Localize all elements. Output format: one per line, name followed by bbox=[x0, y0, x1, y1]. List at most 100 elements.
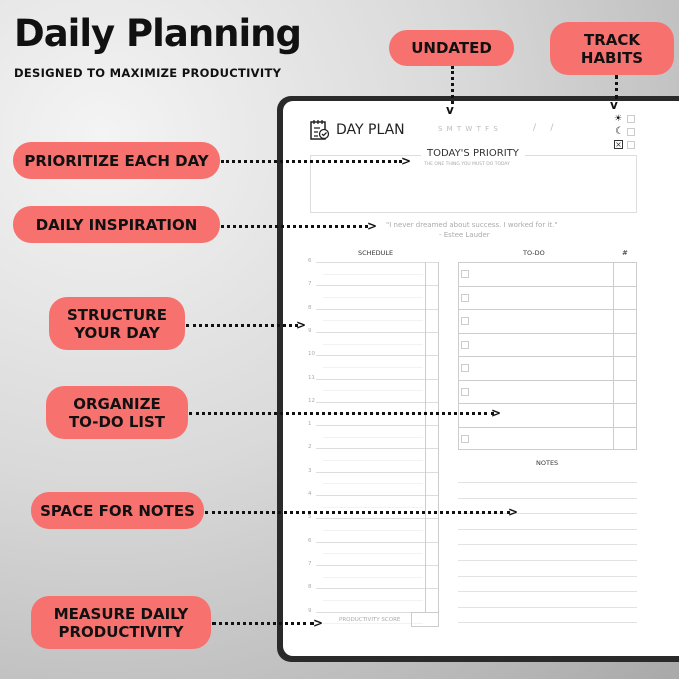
notes-line bbox=[458, 528, 637, 530]
schedule-label: SCHEDULE bbox=[358, 249, 394, 257]
arrow-icon: > bbox=[401, 154, 412, 168]
count-label: # bbox=[622, 249, 628, 257]
hour-label: 9 bbox=[308, 327, 312, 334]
schedule-line[interactable] bbox=[316, 308, 438, 310]
todo-checkbox[interactable] bbox=[461, 364, 469, 372]
notes-line bbox=[458, 606, 637, 608]
quote: "I never dreamed about success. I worked… bbox=[386, 221, 558, 229]
x-box-icon: × bbox=[614, 140, 623, 149]
todo-row bbox=[458, 356, 637, 357]
hour-label: 7 bbox=[308, 281, 312, 288]
notes-line bbox=[458, 497, 637, 499]
notes-line bbox=[458, 591, 637, 593]
notes-line bbox=[458, 575, 637, 577]
callout-undated: UNDATED bbox=[389, 30, 514, 66]
weekday-selector[interactable]: S M T W T F S bbox=[438, 125, 499, 133]
sun-icon: ☀ bbox=[614, 114, 623, 124]
arrow-icon: v bbox=[446, 103, 454, 117]
habit-checkbox[interactable] bbox=[627, 141, 635, 149]
hour-label: 9 bbox=[308, 607, 312, 614]
schedule-line[interactable] bbox=[316, 448, 438, 450]
schedule-line[interactable] bbox=[316, 564, 438, 566]
schedule-line[interactable] bbox=[316, 611, 438, 613]
schedule-line[interactable] bbox=[316, 401, 438, 403]
quote-author: - Estee Lauder bbox=[439, 231, 490, 239]
hour-label: 6 bbox=[308, 258, 312, 264]
todo-checkbox[interactable] bbox=[461, 317, 469, 325]
todo-checkbox[interactable] bbox=[461, 387, 469, 396]
productivity-score-label: PRODUCTIVITY SCORE bbox=[339, 617, 401, 623]
half-hour-line bbox=[323, 366, 423, 368]
schedule-line[interactable] bbox=[316, 518, 438, 520]
arrow-icon: > bbox=[508, 505, 519, 519]
priority-subtitle: THE ONE THING YOU MUST DO TODAY bbox=[424, 162, 510, 167]
todo-row bbox=[458, 332, 637, 334]
habit-checkbox[interactable] bbox=[627, 115, 635, 123]
productivity-score-box[interactable] bbox=[411, 612, 439, 627]
schedule-line[interactable] bbox=[316, 495, 438, 496]
todo-checkbox[interactable] bbox=[461, 270, 469, 278]
hour-label: 11 bbox=[308, 374, 315, 381]
callout-structure: STRUCTURE YOUR DAY bbox=[49, 297, 185, 350]
todo-row bbox=[458, 426, 637, 428]
schedule-line[interactable] bbox=[316, 541, 438, 543]
half-hour-line bbox=[323, 529, 423, 531]
callout-inspiration: DAILY INSPIRATION bbox=[13, 206, 220, 243]
notes-label: NOTES bbox=[536, 459, 559, 467]
arrow-icon: > bbox=[491, 406, 502, 420]
callout-organize: ORGANIZE TO-DO LIST bbox=[46, 386, 188, 439]
habit-checkbox[interactable] bbox=[627, 128, 635, 136]
todo-checkbox[interactable] bbox=[461, 434, 469, 443]
moon-icon: ☾ bbox=[615, 126, 624, 137]
todo-label: TO-DO bbox=[523, 249, 545, 257]
todo-row bbox=[458, 309, 637, 310]
schedule-line[interactable] bbox=[316, 588, 438, 590]
half-hour-line bbox=[323, 553, 423, 555]
todo-row bbox=[458, 379, 637, 381]
notes-line bbox=[458, 513, 637, 515]
arrow-icon: > bbox=[367, 219, 378, 233]
planner-page: DAY PLAN S M T W T F S / / ☀ ☾ × TODAY'S… bbox=[283, 101, 679, 656]
arrow-icon: > bbox=[313, 616, 324, 630]
hour-label: 12 bbox=[308, 397, 315, 404]
day-plan-title: DAY PLAN bbox=[336, 122, 405, 138]
notes-line bbox=[458, 544, 637, 546]
half-hour-line bbox=[323, 460, 423, 461]
todo-checkbox[interactable] bbox=[461, 293, 469, 302]
half-hour-line bbox=[323, 296, 423, 298]
schedule-line[interactable] bbox=[316, 262, 438, 263]
half-hour-line bbox=[323, 483, 423, 485]
callout-measure: MEASURE DAILY PRODUCTIVITY bbox=[31, 596, 211, 649]
arrow-icon: > bbox=[296, 318, 307, 332]
priority-title: TODAY'S PRIORITY bbox=[421, 148, 525, 160]
half-hour-line bbox=[323, 576, 423, 578]
arrow-icon: v bbox=[610, 98, 618, 112]
half-hour-line bbox=[323, 273, 423, 275]
subheadline: DESIGNED TO MAXIMIZE PRODUCTIVITY bbox=[14, 66, 282, 80]
notes-line bbox=[458, 622, 637, 624]
hour-label: 10 bbox=[308, 351, 315, 358]
half-hour-line bbox=[323, 506, 423, 508]
hour-label: 8 bbox=[308, 584, 312, 591]
schedule-line[interactable] bbox=[316, 471, 438, 473]
half-hour-line bbox=[323, 343, 423, 345]
schedule-line[interactable] bbox=[316, 285, 438, 287]
schedule-line[interactable] bbox=[316, 355, 438, 357]
hour-label: 4 bbox=[308, 491, 312, 497]
checklist-icon bbox=[310, 120, 330, 140]
hour-label: 7 bbox=[308, 560, 312, 567]
todo-row bbox=[458, 403, 637, 404]
todo-checkbox[interactable] bbox=[461, 340, 469, 349]
hour-label: 8 bbox=[308, 304, 312, 311]
headline: Daily Planning bbox=[14, 12, 302, 55]
hour-label: 5 bbox=[308, 514, 312, 521]
schedule-line[interactable] bbox=[316, 378, 438, 380]
date-field[interactable]: / / bbox=[533, 123, 554, 133]
callout-prioritize: PRIORITIZE EACH DAY bbox=[13, 142, 220, 179]
hour-label: 3 bbox=[308, 467, 312, 474]
schedule-line[interactable] bbox=[316, 425, 438, 427]
schedule-line[interactable] bbox=[316, 331, 438, 333]
half-hour-line bbox=[323, 320, 423, 322]
callout-track-habits: TRACK HABITS bbox=[550, 22, 674, 75]
hour-label: 1 bbox=[308, 421, 312, 428]
